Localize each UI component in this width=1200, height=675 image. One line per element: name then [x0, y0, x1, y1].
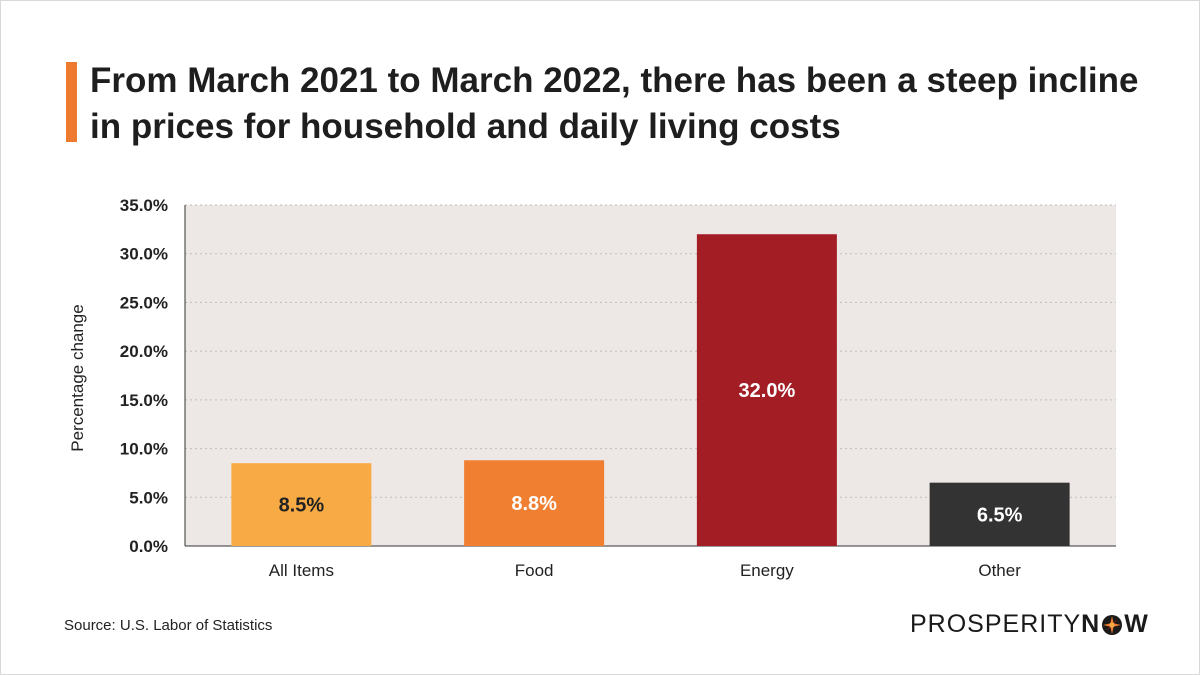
data-label-other: 6.5%	[977, 504, 1023, 526]
y-tick-label: 20.0%	[120, 342, 168, 361]
sunburst-icon	[1102, 614, 1123, 635]
logo-letter-w: W	[1124, 610, 1149, 638]
x-tick-label: Food	[515, 561, 554, 580]
x-tick-label: All Items	[269, 561, 334, 580]
y-tick-label: 30.0%	[120, 245, 168, 264]
prosperity-now-logo: PROSPERITY N W	[910, 610, 1149, 639]
source-note: Source: U.S. Labor of Statistics	[64, 617, 273, 634]
y-tick-label: 25.0%	[120, 293, 168, 312]
bar-all-items	[231, 463, 372, 546]
x-tick-label: Other	[978, 561, 1021, 580]
title-accent-bar	[66, 62, 77, 142]
y-tick-label: 15.0%	[120, 391, 168, 410]
y-tick-label: 5.0%	[129, 488, 168, 507]
bar-food	[464, 460, 605, 546]
y-tick-label: 35.0%	[120, 196, 168, 215]
logo-text-light: PROSPERITY	[910, 610, 1082, 638]
y-tick-label: 10.0%	[120, 440, 168, 459]
chart-title: From March 2021 to March 2022, there has…	[90, 61, 1139, 146]
data-label-food: 8.8%	[511, 493, 557, 515]
y-tick-label: 0.0%	[129, 537, 168, 556]
data-label-energy: 32.0%	[739, 380, 796, 402]
logo-letter-n: N	[1081, 610, 1101, 638]
bar-other	[929, 482, 1070, 546]
x-tick-label: Energy	[740, 561, 794, 580]
logo-text-bold: N W	[1081, 610, 1149, 639]
data-label-all-items: 8.5%	[279, 495, 325, 517]
bar-energy	[696, 234, 837, 546]
